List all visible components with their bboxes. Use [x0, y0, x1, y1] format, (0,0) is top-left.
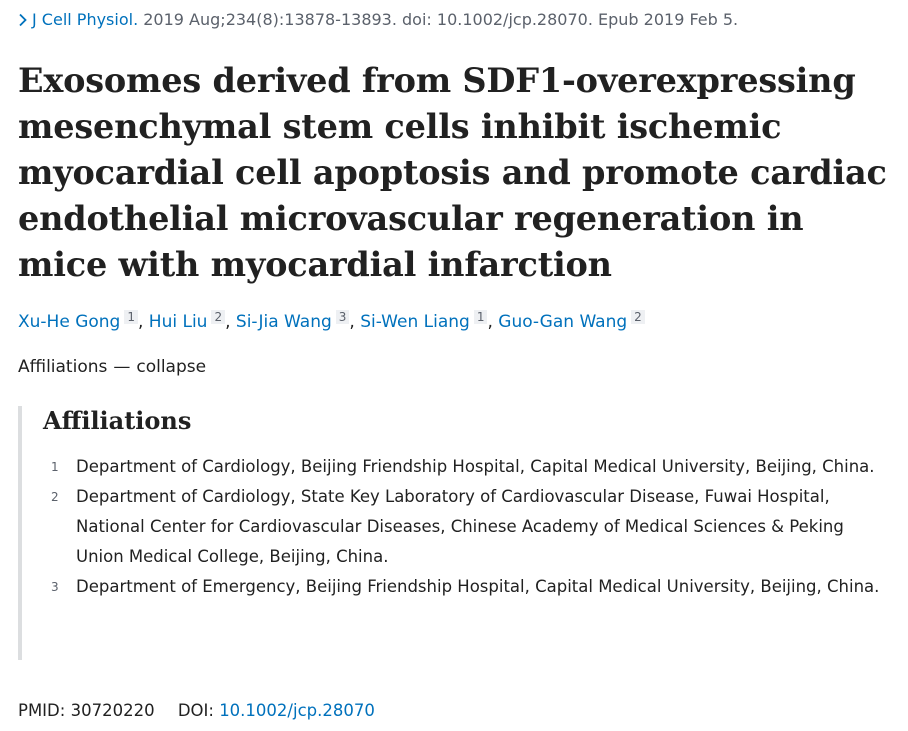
author-affiliation-ref[interactable]: 3 — [335, 310, 350, 324]
doi-label: DOI: — [177, 701, 214, 720]
affiliation-item: 2 Department of Cardiology, State Key La… — [51, 482, 881, 572]
affiliations-list: 1 Department of Cardiology, Beijing Frie… — [51, 452, 881, 602]
pmid-value: 30720220 — [70, 701, 155, 720]
affiliation-text: Department of Cardiology, Beijing Friend… — [76, 457, 875, 476]
article-title: Exosomes derived from SDF1-overexpressin… — [18, 61, 887, 284]
author-affiliation-ref[interactable]: 2 — [211, 310, 226, 324]
affiliation-text: Department of Cardiology, State Key Labo… — [76, 487, 844, 566]
author-affiliation-ref[interactable]: 2 — [631, 310, 645, 324]
article-identifiers: PMID: 30720220 DOI: 10.1002/jcp.28070 — [18, 698, 375, 724]
authors-list: Xu-He Gong 1, Hui Liu 2, Si-Jia Wang 3, Si-… — [18, 309, 645, 335]
author-link[interactable]: Si-Jia Wang — [235, 312, 332, 332]
pmid-label: PMID: — [18, 701, 66, 720]
author-affiliation-ref[interactable]: 1 — [473, 310, 488, 324]
affiliation-number: 1 — [51, 460, 59, 474]
affiliations-toggle[interactable]: Affiliations — collapse — [18, 354, 206, 380]
citation-line: J Cell Physiol. 2019 Aug;234(8):13878-13… — [18, 9, 738, 31]
author-link[interactable]: Guo-Gan Wang — [498, 312, 628, 332]
citation-details: 2019 Aug;234(8):13878-13893. doi: 10.100… — [143, 10, 739, 29]
affiliation-text: Department of Emergency, Beijing Friends… — [76, 577, 880, 596]
author-link[interactable]: Xu-He Gong — [18, 312, 121, 332]
affiliations-toggle-separator: — — [113, 357, 131, 377]
author-link[interactable]: Hui Liu — [148, 312, 208, 332]
author-link[interactable]: Si-Wen Liang — [360, 312, 470, 332]
affiliations-panel: Affiliations 1 Department of Cardiology,… — [18, 406, 892, 660]
affiliation-item: 3 Department of Emergency, Beijing Frien… — [51, 572, 881, 602]
affiliation-number: 3 — [51, 580, 59, 594]
affiliation-item: 1 Department of Cardiology, Beijing Frie… — [51, 452, 881, 482]
affiliation-number: 2 — [51, 490, 59, 504]
journal-link[interactable]: J Cell Physiol. — [32, 10, 139, 29]
doi-link[interactable]: 10.1002/jcp.28070 — [219, 701, 375, 720]
author-affiliation-ref[interactable]: 1 — [124, 310, 138, 324]
affiliations-heading: Affiliations — [43, 406, 192, 435]
chevron-right-icon[interactable] — [18, 9, 32, 31]
affiliations-toggle-label: Affiliations — [18, 357, 108, 377]
collapse-button[interactable]: collapse — [136, 357, 207, 377]
